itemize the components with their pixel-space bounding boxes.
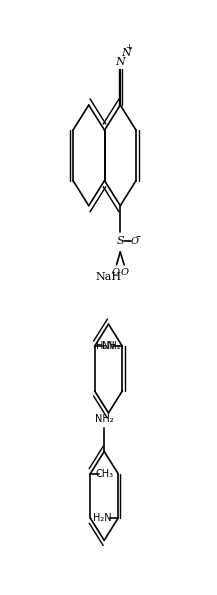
- Text: CH₃: CH₃: [95, 469, 113, 479]
- Text: NH₂: NH₂: [95, 414, 113, 424]
- Text: NaH: NaH: [95, 272, 122, 282]
- Text: +: +: [125, 43, 132, 52]
- Text: N: N: [115, 57, 125, 67]
- Text: H₂N: H₂N: [93, 513, 111, 523]
- Text: NH₂: NH₂: [102, 342, 120, 352]
- Text: O: O: [112, 268, 120, 277]
- Text: N: N: [121, 48, 130, 58]
- Text: O: O: [121, 268, 129, 277]
- Text: S: S: [117, 236, 124, 246]
- Text: H₂N: H₂N: [96, 342, 115, 352]
- Text: –: –: [135, 231, 140, 242]
- Text: O: O: [130, 237, 138, 246]
